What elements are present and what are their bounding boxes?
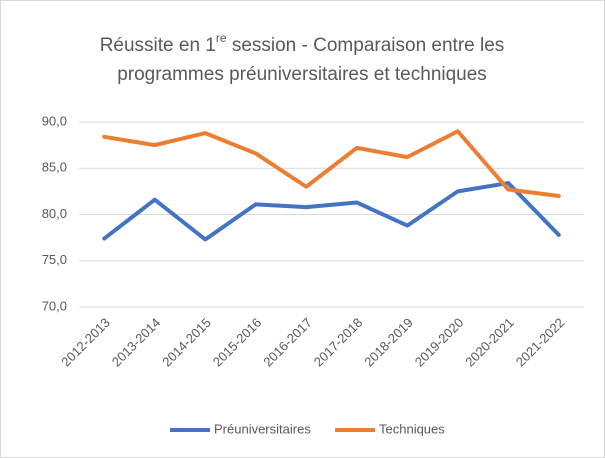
title-part: session - Comparaison entre les [227,35,505,56]
y-tick-label: 80,0 [42,206,67,221]
legend-label: Techniques [379,421,445,436]
series-line [102,129,561,198]
title-superscript: re [216,31,227,45]
y-tick-label: 75,0 [42,252,67,267]
legend-label: Préuniversitaires [214,421,311,436]
chart-title: programmes préuniversitaires et techniqu… [117,64,487,85]
title-part: Réussite en 1 [100,35,216,56]
y-tick-label: 70,0 [42,298,67,313]
series-line [102,181,561,242]
chart-title: Réussite en 1re session - Comparaison en… [100,31,505,56]
y-tick-label: 90,0 [42,113,67,128]
y-tick-label: 85,0 [42,160,67,175]
